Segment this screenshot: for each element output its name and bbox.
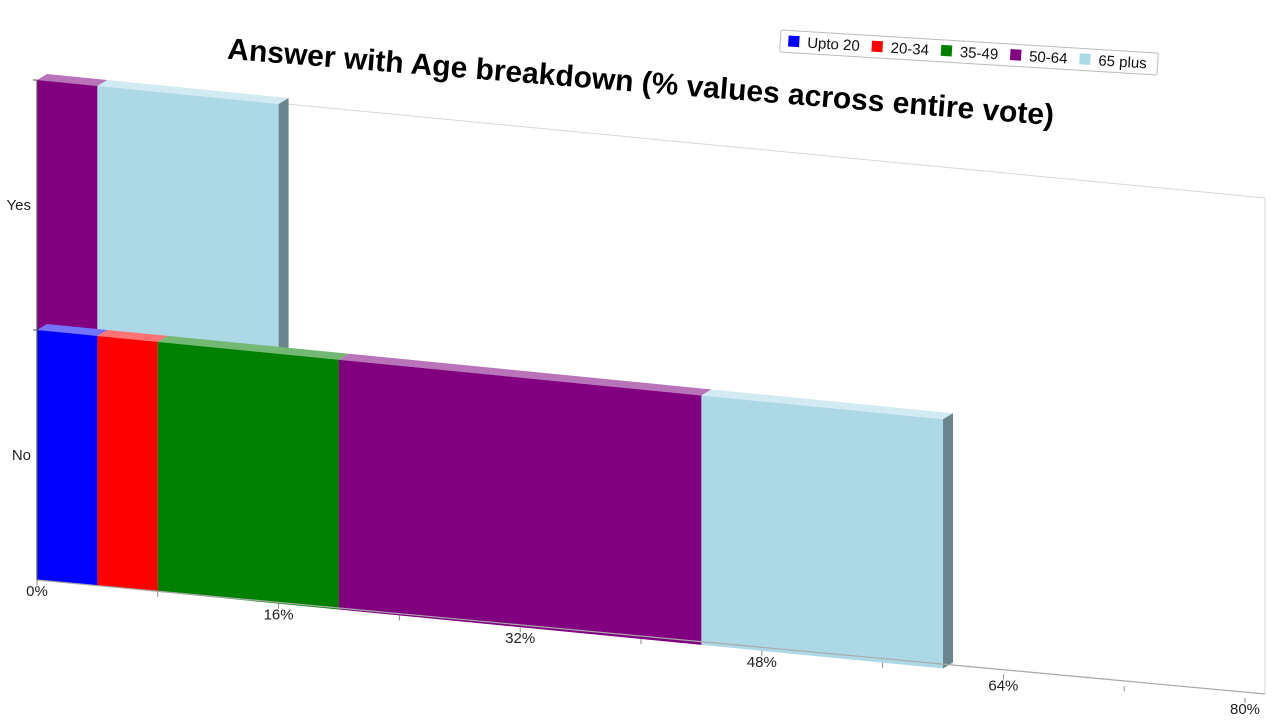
legend-item-upto-20[interactable]: Upto 20 — [788, 33, 860, 55]
y-tick-label: Yes — [7, 197, 31, 214]
legend-label: 50-64 — [1029, 48, 1068, 67]
legend-label: 35-49 — [959, 44, 998, 63]
x-tick-label: 16% — [264, 607, 294, 624]
legend-swatch — [871, 40, 884, 53]
legend-item-50-64[interactable]: 50-64 — [1009, 47, 1068, 68]
bar-no-65-plus-top — [701, 389, 953, 420]
x-tick-label: 0% — [26, 583, 48, 600]
x-tick-label: 64% — [988, 677, 1018, 694]
legend-box: Upto 20 20-34 35-49 50-64 65 plus — [779, 29, 1159, 76]
bars — [37, 74, 953, 669]
y-tick-label: No — [12, 447, 31, 464]
bar-no-20-34[interactable] — [97, 335, 158, 592]
x-tick-label: 80% — [1230, 701, 1260, 718]
bar-no-upto-20[interactable] — [37, 330, 98, 586]
bar-yes-50-64-top — [37, 74, 108, 86]
x-axis-line — [36, 579, 1266, 695]
bar-yes-65-plus-side — [278, 98, 289, 354]
bar-no-50-64[interactable] — [339, 359, 702, 645]
legend[interactable]: Upto 20 20-34 35-49 50-64 65 plus — [779, 29, 1159, 76]
bar-yes-65-plus-top — [97, 80, 289, 104]
bar-no-upto-20-top — [37, 324, 108, 336]
legend-swatch — [1009, 49, 1022, 61]
bar-no-35-49[interactable] — [157, 341, 339, 610]
bar-yes-65-plus[interactable] — [97, 86, 279, 354]
legend-item-20-34[interactable]: 20-34 — [871, 39, 929, 59]
legend-item-35-49[interactable]: 35-49 — [940, 43, 999, 63]
bar-no-35-49-top — [157, 335, 349, 360]
legend-swatch — [1079, 53, 1091, 65]
axes: Yes No 0% 16% 32% 48% 64% 80% — [7, 79, 1266, 718]
bar-no-65-plus[interactable] — [701, 395, 943, 669]
x-tick-label: 32% — [505, 630, 535, 647]
legend-swatch — [788, 35, 800, 48]
legend-label: 20-34 — [890, 40, 929, 59]
legend-item-65-plus[interactable]: 65 plus — [1079, 51, 1147, 72]
legend-swatch — [940, 44, 953, 57]
bar-yes-50-64[interactable] — [37, 80, 98, 336]
bar-no-50-64-top — [339, 353, 712, 396]
legend-label: 65 plus — [1098, 52, 1147, 72]
bar-no-65-plus-side — [943, 413, 953, 669]
bar-no-20-34-top — [97, 329, 168, 342]
x-tick-label: 48% — [747, 654, 777, 671]
legend-label: Upto 20 — [807, 35, 860, 55]
